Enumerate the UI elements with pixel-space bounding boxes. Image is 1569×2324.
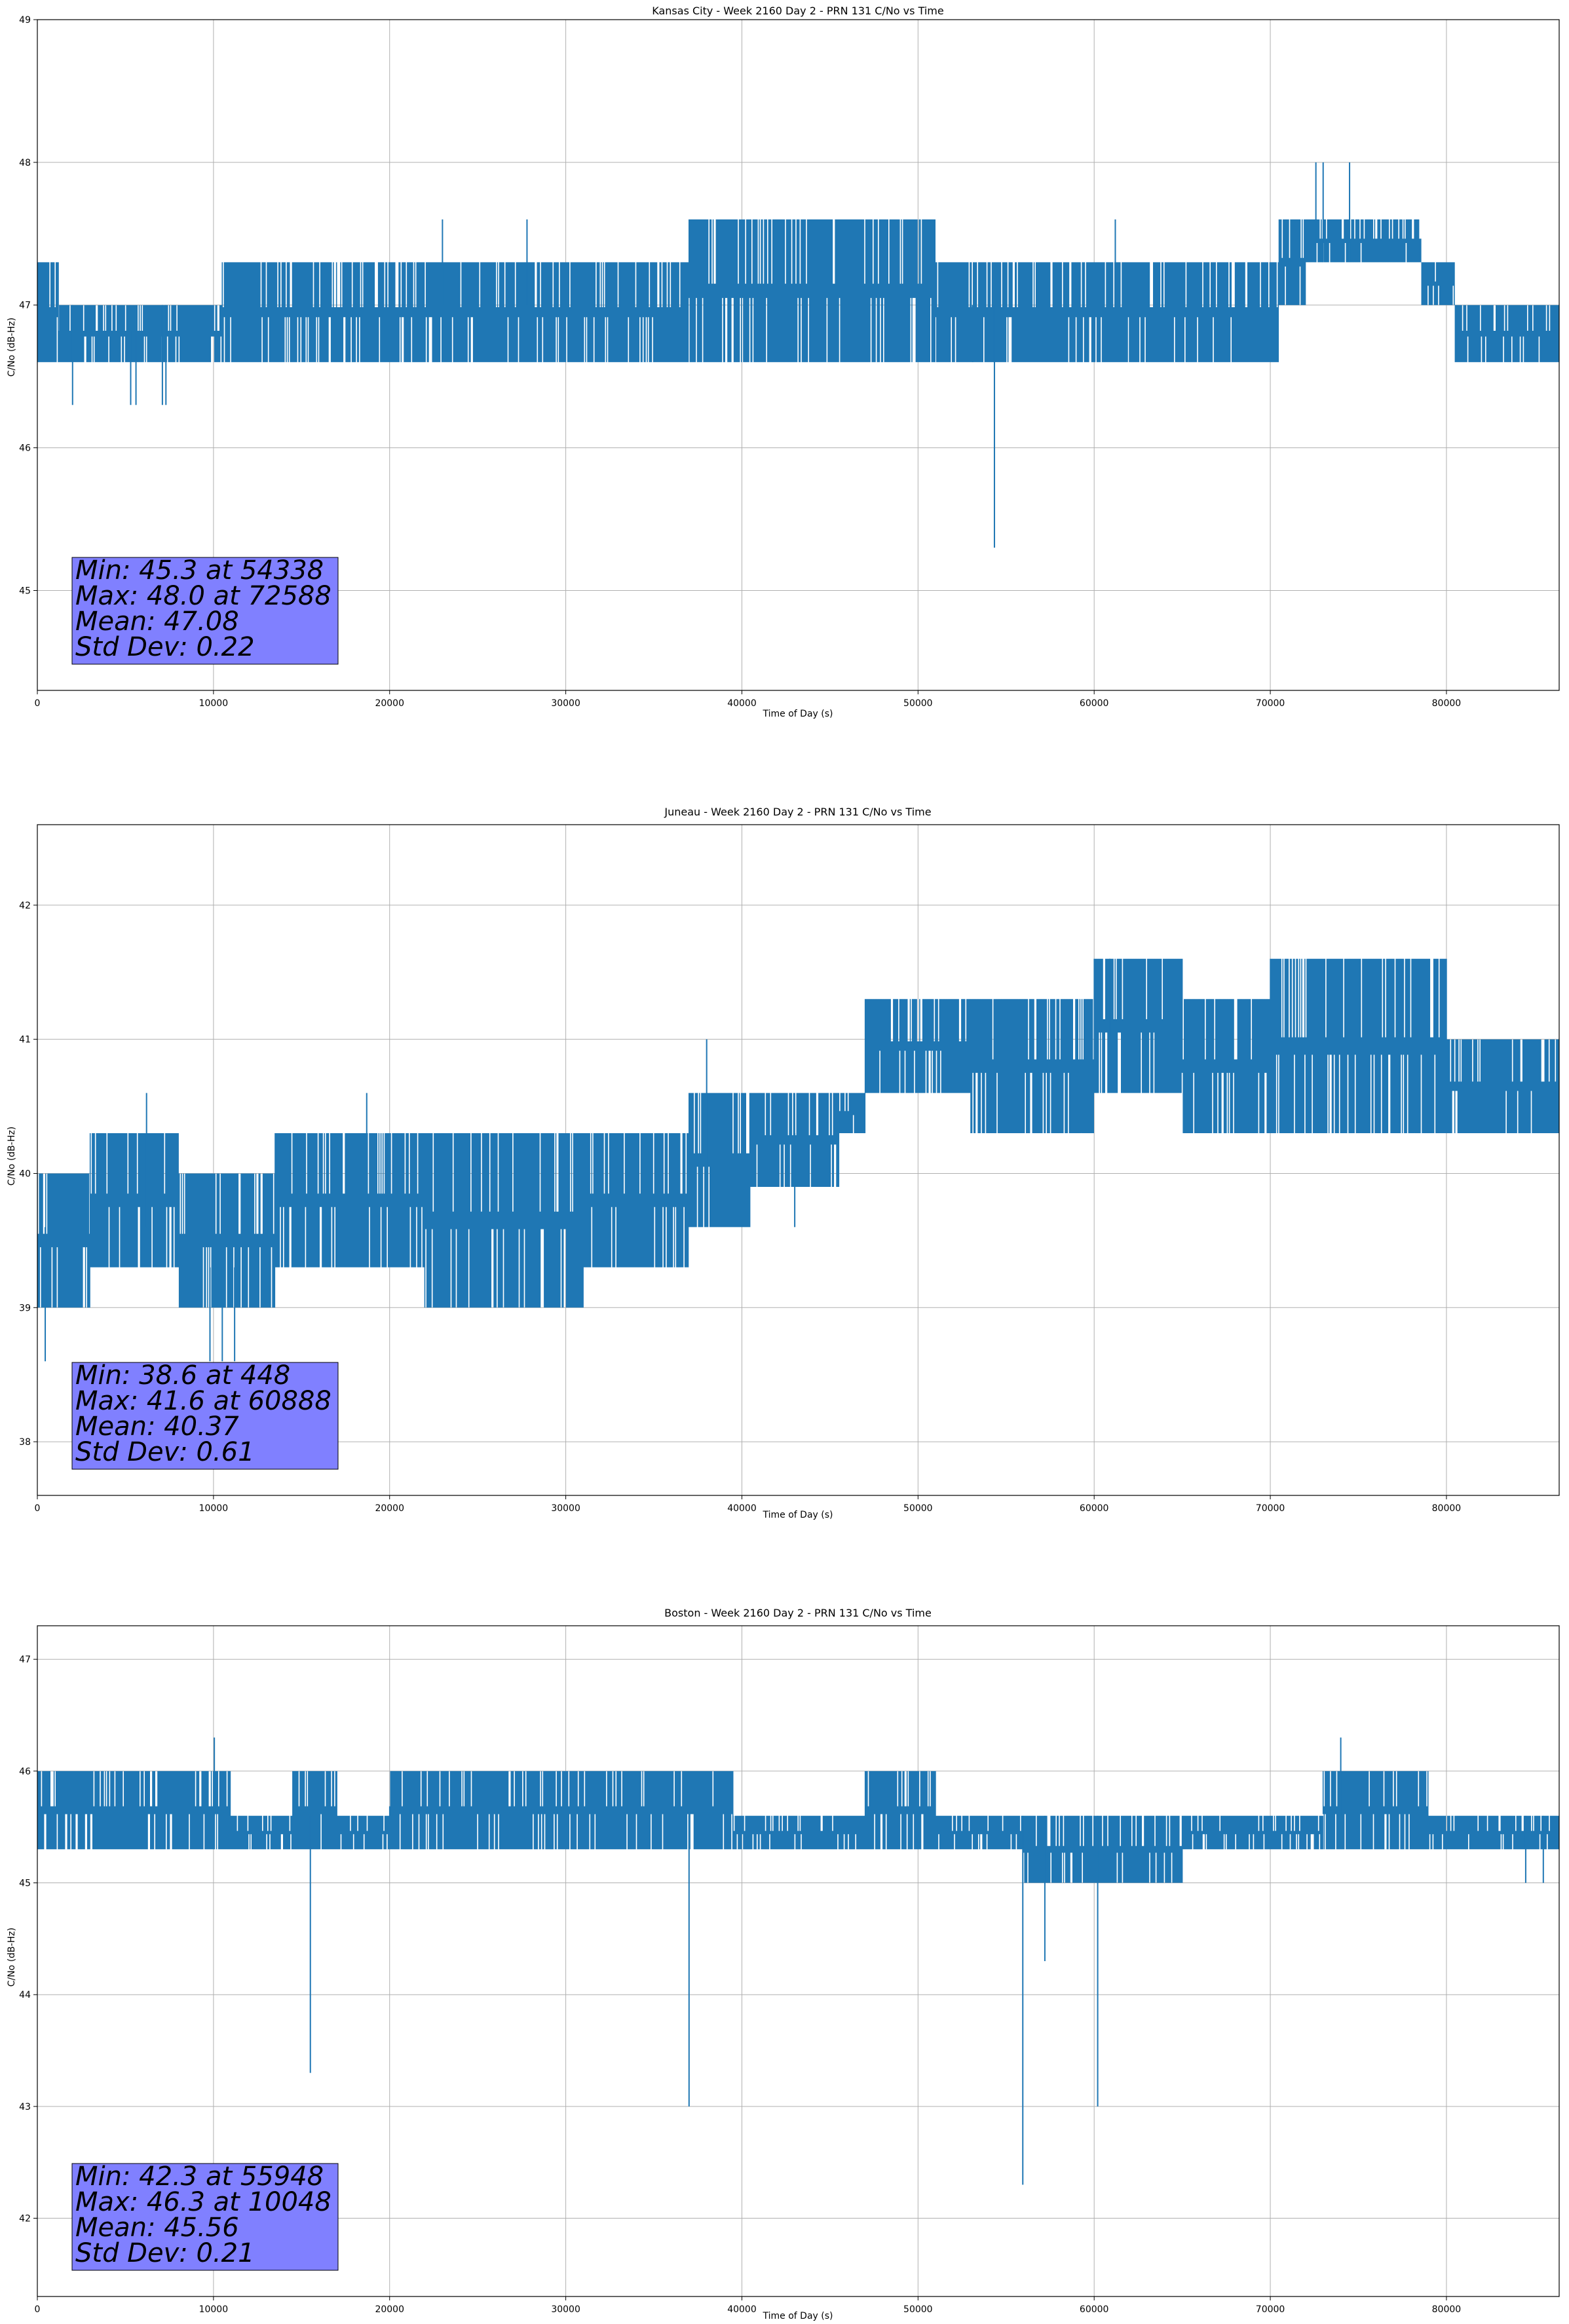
- y-tick-label: 44: [19, 1990, 31, 2000]
- x-tick-label: 0: [35, 698, 41, 709]
- y-tick-label: 48: [19, 158, 31, 168]
- x-tick-label: 70000: [1256, 698, 1285, 709]
- x-tick-label: 50000: [903, 698, 933, 709]
- panel-kansas-city: Kansas City - Week 2160 Day 2 - PRN 131 …: [7, 5, 1560, 719]
- x-tick-label: 20000: [375, 1503, 404, 1514]
- x-tick-label: 80000: [1432, 698, 1462, 709]
- x-tick-label: 10000: [199, 2304, 229, 2315]
- stats-line: Mean: 40.37: [75, 1412, 239, 1442]
- x-axis-label: Time of Day (s): [763, 1510, 833, 1520]
- stats-line: Std Dev: 0.61: [75, 1437, 255, 1467]
- y-tick-label: 45: [19, 586, 31, 596]
- x-axis-label: Time of Day (s): [763, 709, 833, 719]
- y-tick-label: 46: [19, 1767, 31, 1777]
- stats-box: [71, 1362, 339, 1470]
- y-axis-label: C/No (dB-Hz): [7, 1928, 17, 1987]
- x-axis-label: Time of Day (s): [763, 2311, 833, 2321]
- stats-box: [71, 557, 339, 665]
- x-tick-label: 20000: [375, 698, 404, 709]
- panel-boston: Boston - Week 2160 Day 2 - PRN 131 C/No …: [7, 1607, 1560, 2321]
- chart-title: Kansas City - Week 2160 Day 2 - PRN 131 …: [652, 5, 943, 17]
- chart-title: Boston - Week 2160 Day 2 - PRN 131 C/No …: [664, 1607, 932, 1619]
- stats-line: Max: 46.3 at 10048: [75, 2187, 331, 2217]
- stats-line: Mean: 45.56: [75, 2213, 239, 2243]
- stats-line: Std Dev: 0.21: [75, 2238, 255, 2268]
- stats-line: Min: 42.3 at 55948: [75, 2162, 324, 2192]
- x-tick-label: 50000: [903, 2304, 933, 2315]
- series-band: [37, 219, 1559, 362]
- x-tick-label: 30000: [551, 2304, 580, 2315]
- y-tick-label: 40: [19, 1169, 31, 1179]
- x-tick-label: 0: [35, 2304, 41, 2315]
- y-tick-label: 49: [19, 15, 31, 26]
- x-tick-label: 40000: [727, 698, 757, 709]
- x-tick-label: 30000: [551, 698, 580, 709]
- y-tick-label: 42: [19, 2214, 31, 2224]
- series-line: [37, 1737, 1559, 2185]
- y-tick-label: 42: [19, 901, 31, 911]
- x-tick-label: 20000: [375, 2304, 404, 2315]
- axes-frame: [37, 19, 1560, 691]
- x-tick-label: 60000: [1080, 1503, 1109, 1514]
- x-tick-label: 40000: [727, 2304, 757, 2315]
- y-tick-label: 41: [19, 1035, 31, 1045]
- x-tick-label: 60000: [1080, 2304, 1109, 2315]
- x-tick-label: 10000: [199, 698, 229, 709]
- series-line: [37, 958, 1559, 1362]
- y-tick-label: 47: [19, 1655, 31, 1665]
- stats-line: Std Dev: 0.22: [75, 632, 255, 662]
- y-tick-label: 46: [19, 443, 31, 454]
- stats-line: Max: 48.0 at 72588: [75, 581, 331, 611]
- y-tick-label: 39: [19, 1303, 31, 1313]
- x-tick-label: 50000: [903, 1503, 933, 1514]
- y-tick-label: 38: [19, 1437, 31, 1448]
- x-tick-label: 10000: [199, 1503, 229, 1514]
- y-tick-label: 45: [19, 1879, 31, 1889]
- y-tick-label: 43: [19, 2102, 31, 2112]
- y-tick-label: 47: [19, 301, 31, 311]
- chart-title: Juneau - Week 2160 Day 2 - PRN 131 C/No …: [664, 806, 931, 818]
- x-tick-label: 0: [35, 1503, 41, 1514]
- axes-frame: [37, 1625, 1560, 2297]
- x-tick-label: 60000: [1080, 698, 1109, 709]
- x-tick-label: 30000: [551, 1503, 580, 1514]
- stats-line: Min: 38.6 at 448: [75, 1360, 290, 1391]
- stats-line: Mean: 47.08: [75, 607, 239, 637]
- x-tick-label: 70000: [1256, 1503, 1285, 1514]
- x-tick-label: 80000: [1432, 2304, 1462, 2315]
- series-line: [37, 162, 1559, 548]
- stats-line: Min: 45.3 at 54338: [75, 555, 324, 586]
- panel-juneau: Juneau - Week 2160 Day 2 - PRN 131 C/No …: [7, 806, 1560, 1520]
- y-axis-label: C/No (dB-Hz): [7, 318, 17, 377]
- x-tick-label: 80000: [1432, 1503, 1462, 1514]
- series-band: [37, 958, 1559, 1308]
- axes-frame: [37, 824, 1560, 1496]
- y-axis-label: C/No (dB-Hz): [7, 1127, 17, 1186]
- stats-line: Max: 41.6 at 60888: [75, 1386, 331, 1416]
- series-band: [37, 1771, 1559, 1883]
- x-tick-label: 40000: [727, 1503, 757, 1514]
- stats-box: [71, 2163, 339, 2271]
- x-tick-label: 70000: [1256, 2304, 1285, 2315]
